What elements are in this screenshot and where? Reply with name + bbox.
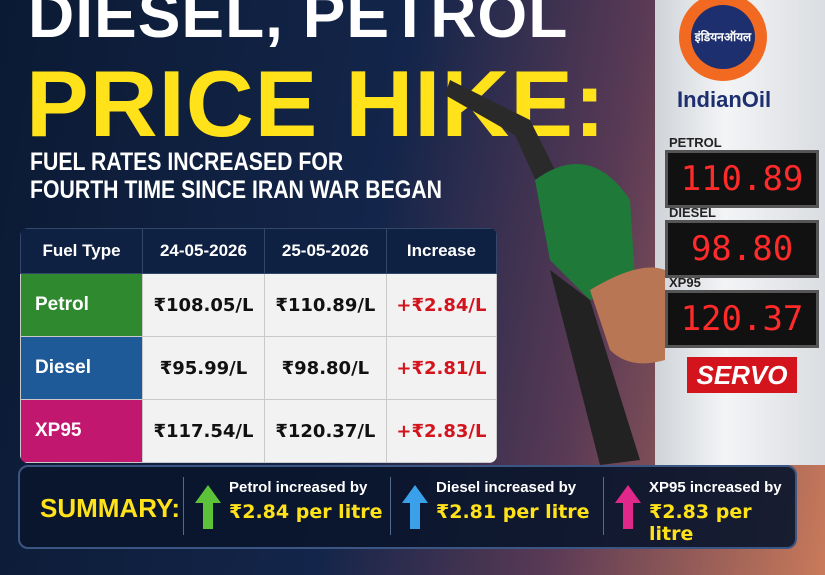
summary-amount: ₹2.83 per litre xyxy=(649,501,752,545)
price-sign: इंडियनऑयल IndianOil PETROL 110.89 DIESEL… xyxy=(655,0,825,465)
board-label: XP95 xyxy=(669,275,701,290)
brand: SERVO xyxy=(687,357,797,393)
divider xyxy=(183,477,184,535)
divider xyxy=(603,477,604,535)
price-board: 98.80 xyxy=(665,220,819,278)
headline-line: DIESEL, PETROL xyxy=(28,0,569,51)
up-arrow xyxy=(195,485,221,529)
price-board: 120.37 xyxy=(665,290,819,348)
divider xyxy=(390,477,391,535)
table-body: Petrol ₹108.05/L ₹110.89/L +₹2.84/L Diesel ₹9… xyxy=(20,273,497,463)
nozzle-spout xyxy=(445,80,560,190)
hand xyxy=(590,267,665,364)
summary-label: SUMMARY: xyxy=(40,493,181,523)
price-cell: ₹117.54/L xyxy=(142,399,265,463)
summary-item: Diesel increased by ₹2.81 per litre xyxy=(436,479,590,523)
table-row: XP95 ₹117.54/L ₹120.37/L +₹2.83/L xyxy=(20,399,497,463)
fuel-nozzle xyxy=(445,80,665,465)
nozzle-handle xyxy=(535,164,635,300)
price-cell: ₹110.89/L xyxy=(263,273,387,337)
summary-amount: ₹2.81 per litre xyxy=(436,501,590,523)
summary-text: Diesel increased by xyxy=(436,479,577,496)
arrow-shape xyxy=(402,485,428,529)
column-header: Increase xyxy=(385,228,497,274)
table-row: Petrol ₹108.05/L ₹110.89/L +₹2.84/L xyxy=(20,273,497,337)
summary-item: Petrol increased by ₹2.84 per litre xyxy=(229,479,383,523)
nozzle-grip xyxy=(550,270,640,465)
price-cell: +₹2.83/L xyxy=(385,399,497,463)
column-header: Fuel Type xyxy=(20,228,143,274)
subtitle: FUEL RATES INCREASED FOR xyxy=(30,148,344,176)
price-cell: ₹95.99/L xyxy=(142,336,265,400)
price-cell: ₹98.80/L xyxy=(263,336,387,400)
summary-amount: ₹2.84 per litre xyxy=(229,501,383,523)
summary-text: XP95 increased by xyxy=(649,479,782,496)
price-cell: +₹2.84/L xyxy=(385,273,497,337)
up-arrow xyxy=(402,485,428,529)
board-label: DIESEL xyxy=(669,205,716,220)
fuel-cell: XP95 xyxy=(20,399,143,463)
summary-item: XP95 increased by ₹2.83 per litre xyxy=(649,479,795,545)
headline-main: PRICE HIKE: xyxy=(26,51,607,156)
board-label: PETROL xyxy=(669,135,722,150)
price-board: 110.89 xyxy=(665,150,819,208)
logo: इंडियनऑयल xyxy=(679,0,767,81)
column-header: 25-05-2026 xyxy=(263,228,387,274)
logo-text: IndianOil xyxy=(677,87,772,112)
summary-text: Petrol increased by xyxy=(229,479,368,496)
summary-box: SUMMARY: Petrol increased by ₹2.84 per li… xyxy=(18,465,797,549)
arrow-shape xyxy=(195,485,221,529)
fuel-cell: Diesel xyxy=(20,336,143,400)
price-cell: ₹108.05/L xyxy=(142,273,265,337)
logo-core xyxy=(691,5,755,69)
price-cell: ₹120.37/L xyxy=(263,399,387,463)
price-table: Fuel Type 24-05-2026 25-05-2026 Increase… xyxy=(20,228,497,463)
column-header: 24-05-2026 xyxy=(142,228,265,274)
table-row: Diesel ₹95.99/L ₹98.80/L +₹2.81/L xyxy=(20,336,497,400)
subtitle: FOURTH TIME SINCE IRAN WAR BEGAN xyxy=(30,176,443,204)
price-cell: +₹2.81/L xyxy=(385,336,497,400)
up-arrow xyxy=(615,485,641,529)
fuel-cell: Petrol xyxy=(20,273,143,337)
arrow-shape xyxy=(615,485,641,529)
logo-hindi: इंडियनऑयल xyxy=(694,30,752,44)
